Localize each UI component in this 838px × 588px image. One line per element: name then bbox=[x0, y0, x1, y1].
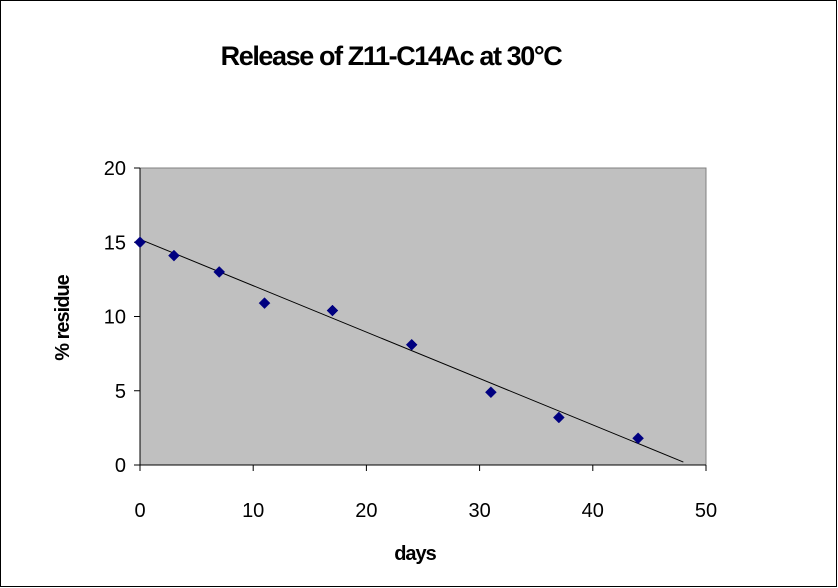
y-tick-label: 10 bbox=[104, 307, 126, 329]
chart-title: Release of Z11-C14Ac at 30°C bbox=[221, 41, 563, 71]
trendline bbox=[139, 238, 684, 463]
x-tick-label: 10 bbox=[242, 500, 264, 522]
x-tick-label: 0 bbox=[134, 500, 145, 522]
data-point bbox=[258, 297, 271, 309]
y-tick-label: 15 bbox=[104, 232, 126, 254]
data-point bbox=[213, 266, 226, 278]
data-points bbox=[134, 236, 644, 445]
x-tick-label: 50 bbox=[695, 500, 717, 522]
data-point bbox=[632, 432, 644, 445]
y-tick-label: 5 bbox=[115, 381, 126, 403]
plot-area bbox=[139, 167, 707, 466]
data-point bbox=[326, 304, 339, 317]
y-tick-label: 0 bbox=[115, 455, 126, 477]
data-point bbox=[405, 338, 418, 351]
x-tick-label: 40 bbox=[582, 500, 604, 522]
data-point bbox=[134, 236, 146, 249]
trendline-group bbox=[139, 238, 684, 463]
data-point bbox=[552, 411, 565, 424]
data-point bbox=[485, 386, 497, 399]
x-ticks: 0 10 20 30 40 50 bbox=[134, 465, 717, 522]
y-axis-label: % residue bbox=[52, 274, 74, 360]
data-point bbox=[168, 249, 180, 262]
y-tick-label: 20 bbox=[104, 158, 126, 180]
y-ticks: 0 5 10 15 20 bbox=[104, 158, 140, 477]
x-axis-label: days bbox=[394, 543, 436, 565]
x-tick-label: 30 bbox=[468, 500, 490, 522]
x-tick-label: 20 bbox=[355, 500, 377, 522]
